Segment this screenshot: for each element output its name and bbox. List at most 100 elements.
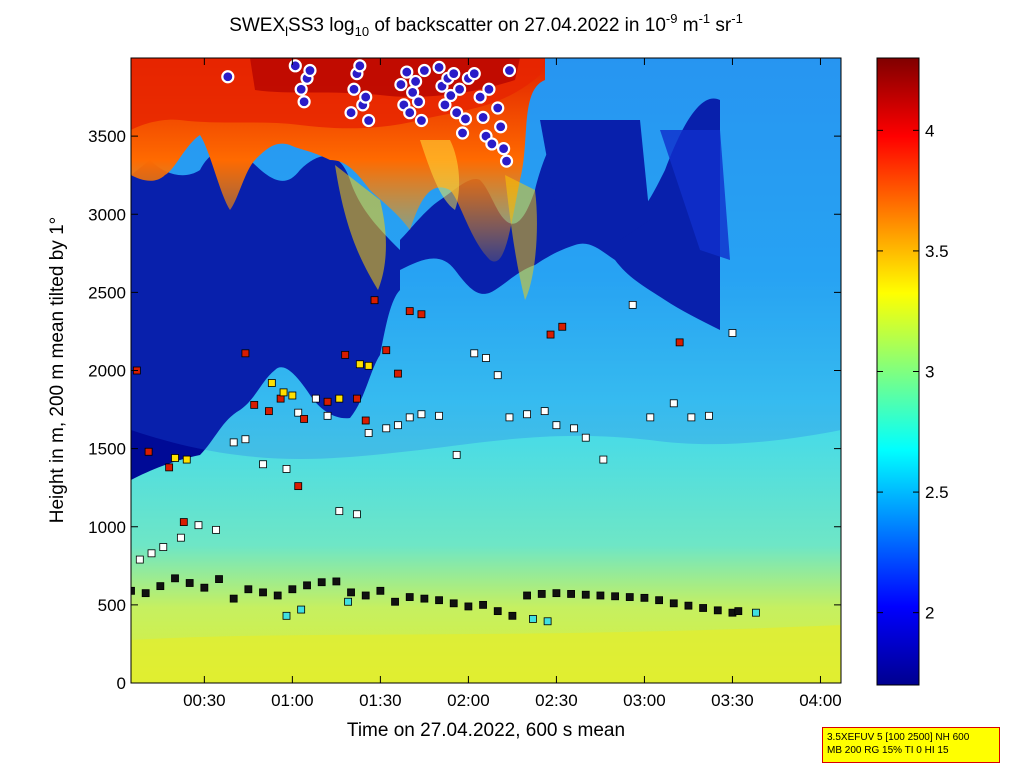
data-point <box>405 413 414 422</box>
data-point <box>317 578 326 587</box>
data-point <box>470 349 479 358</box>
info-line-1: 3.5XEFUV 5 [100 2500] NH 600 <box>827 732 970 743</box>
data-point <box>432 60 446 74</box>
data-point <box>229 594 238 603</box>
data-point <box>655 596 663 605</box>
data-point <box>449 599 458 608</box>
title-prefix-sub: l <box>285 24 288 39</box>
data-point <box>669 399 678 408</box>
data-point <box>482 354 490 362</box>
data-point <box>403 106 417 120</box>
data-point <box>455 126 470 140</box>
data-point <box>294 408 303 417</box>
title-mid: of backscatter on 27.04.2022 in 10 <box>369 15 666 36</box>
data-point <box>185 579 194 587</box>
y-tick-label: 3500 <box>88 127 126 146</box>
data-point <box>323 397 332 406</box>
data-point <box>491 101 505 115</box>
data-point <box>394 369 402 378</box>
heatmap-low-region <box>131 149 400 480</box>
data-point <box>288 391 297 400</box>
data-point <box>505 413 514 422</box>
colorbar-tick-label: 3.5 <box>925 242 949 261</box>
heatmap-low-region <box>660 130 730 260</box>
data-point <box>335 507 344 516</box>
data-point <box>361 416 370 425</box>
x-axis: 00:30 01:00 01:30 02:00 02:30 03:00 03:30 04:00 <box>183 58 842 710</box>
title-exp1: -9 <box>666 11 678 26</box>
data-point <box>264 407 273 416</box>
data-point <box>646 413 655 422</box>
title-prefix: SWEX <box>229 15 285 36</box>
heatmap-plume <box>335 165 386 290</box>
x-axis-title: Time on 27.04.2022, 600 s mean <box>347 720 625 741</box>
data-point <box>344 597 353 606</box>
title-unit1: m <box>677 15 698 36</box>
data-point <box>182 455 191 464</box>
y-tick-label: 2000 <box>88 362 126 381</box>
y-tick-label: 3000 <box>88 205 126 224</box>
data-point <box>435 411 443 420</box>
data-point <box>611 592 619 601</box>
data-point <box>438 98 452 112</box>
heatmap-plume <box>420 140 460 210</box>
y-tick-label: 0 <box>117 674 126 693</box>
data-point <box>144 447 153 456</box>
y-tick-label: 1500 <box>88 440 126 459</box>
data-point <box>200 583 209 592</box>
data-point <box>353 394 361 403</box>
y-tick-label: 500 <box>98 596 126 615</box>
data-point <box>493 607 502 616</box>
data-point <box>467 67 481 81</box>
y-axis-title: Height in m, 200 m mean tilted by 1° <box>47 217 68 523</box>
title-main: SS3 log <box>288 15 355 36</box>
data-point <box>444 88 458 103</box>
data-point <box>752 608 760 617</box>
data-point <box>244 585 253 594</box>
series-layer <box>131 59 760 626</box>
data-point <box>414 113 429 128</box>
data-point <box>567 590 575 598</box>
data-point <box>267 379 276 387</box>
data-point <box>734 607 743 616</box>
data-point <box>420 594 429 603</box>
data-point <box>311 394 320 403</box>
data-point <box>394 421 402 430</box>
data-point <box>405 307 414 316</box>
data-point <box>303 63 317 78</box>
data-point <box>684 601 693 610</box>
data-point <box>581 590 590 599</box>
heatmap-low-region <box>540 120 650 240</box>
data-point <box>212 525 220 534</box>
data-point <box>159 543 168 551</box>
y-axis: 0 500 1000 1500 2000 2500 3000 3500 <box>88 127 841 693</box>
data-point <box>543 617 552 626</box>
data-point <box>411 95 426 109</box>
data-point <box>502 63 517 78</box>
data-point <box>355 360 364 369</box>
x-tick-label: 01:00 <box>271 691 314 710</box>
data-point <box>229 438 238 447</box>
title-unit2: sr <box>710 15 732 36</box>
data-point <box>165 463 174 472</box>
data-point <box>473 90 487 104</box>
data-point <box>675 338 684 347</box>
data-point <box>359 90 373 104</box>
title-log-sub: 10 <box>355 24 369 39</box>
data-point <box>303 581 311 590</box>
colorbar-tick-label: 3 <box>925 363 934 382</box>
data-point <box>713 606 722 615</box>
colorbar-tick-label: 4 <box>925 121 934 140</box>
data-point <box>405 593 414 601</box>
data-point <box>297 605 306 614</box>
data-point <box>508 611 517 620</box>
data-point <box>135 555 144 564</box>
x-tick-label: 03:00 <box>623 691 666 710</box>
data-point <box>523 591 531 600</box>
data-point <box>408 74 423 89</box>
data-point <box>523 410 531 419</box>
data-point <box>400 65 414 79</box>
data-point <box>599 455 608 464</box>
data-point <box>221 70 235 84</box>
data-point <box>552 589 561 598</box>
